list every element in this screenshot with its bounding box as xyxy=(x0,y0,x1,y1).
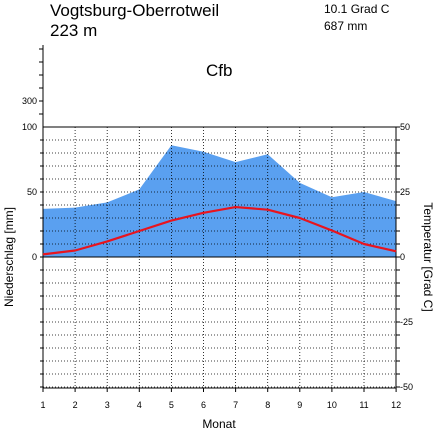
month-tick-label: 10 xyxy=(327,400,337,410)
month-tick-label: 8 xyxy=(265,400,270,410)
month-tick-label: 11 xyxy=(359,400,368,410)
precipitation-area xyxy=(43,145,397,257)
precip-tick-label: 0 xyxy=(32,252,37,262)
temperature-line xyxy=(42,205,397,256)
annual-precipitation: 687 mm xyxy=(324,19,368,33)
mean-temperature: 10.1 Grad C xyxy=(324,2,390,16)
x-axis-title: Monat xyxy=(202,417,236,430)
precip-tick-label: 50 xyxy=(27,187,37,197)
month-tick-label: 9 xyxy=(297,400,302,410)
temp-tick-label: 25 xyxy=(400,187,410,197)
month-tick-label: 3 xyxy=(105,400,110,410)
month-tick-label: 12 xyxy=(391,400,401,410)
temp-tick-label: 50 xyxy=(400,122,410,132)
temp-tick-label: 0 xyxy=(400,252,405,262)
left-axis-title: Niederschlag [mm] xyxy=(2,207,16,307)
month-tick-label: 6 xyxy=(201,400,206,410)
precip-tick-label: 100 xyxy=(22,122,37,132)
month-tick-label: 4 xyxy=(137,400,142,410)
temp-tick-label: -25 xyxy=(400,317,413,327)
precip-upper-tick-label: 300 xyxy=(22,96,37,106)
month-tick-label: 1 xyxy=(40,400,45,410)
climate-classification: Cfb xyxy=(206,61,233,80)
month-tick-label: 7 xyxy=(233,400,238,410)
station-name: Vogtsburg-Oberrotweil xyxy=(50,1,220,20)
month-tick-label: 2 xyxy=(73,400,78,410)
month-tick-label: 5 xyxy=(169,400,174,410)
station-elevation: 223 m xyxy=(50,21,98,40)
temp-tick-label: -50 xyxy=(400,382,413,392)
right-axis-title: Temperatur [Grad C] xyxy=(421,202,435,311)
